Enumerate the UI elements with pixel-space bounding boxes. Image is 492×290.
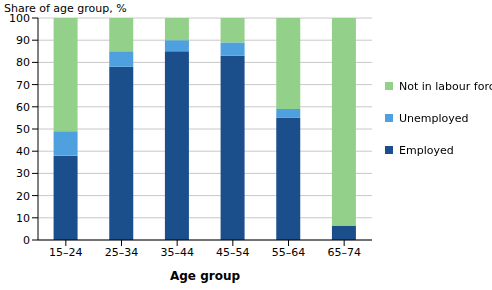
- svg-text:30: 30: [16, 167, 30, 180]
- svg-text:Age group: Age group: [170, 269, 240, 283]
- svg-text:55–64: 55–64: [272, 246, 306, 259]
- svg-text:20: 20: [16, 190, 30, 203]
- svg-text:100: 100: [9, 12, 30, 25]
- svg-text:0: 0: [23, 234, 30, 247]
- svg-text:50: 50: [16, 123, 30, 136]
- svg-text:25–34: 25–34: [105, 246, 139, 259]
- svg-text:35–44: 35–44: [160, 246, 194, 259]
- svg-text:70: 70: [16, 79, 30, 92]
- svg-text:80: 80: [16, 56, 30, 69]
- svg-text:10: 10: [16, 212, 30, 225]
- svg-text:90: 90: [16, 34, 30, 47]
- svg-text:45–54: 45–54: [216, 246, 250, 259]
- html-text:Share of age group, %: Share of age group, %: [4, 2, 127, 15]
- html-text:Employed: Employed: [399, 143, 454, 157]
- html-text:Unemployed: Unemployed: [399, 111, 469, 125]
- svg-text:15–24: 15–24: [49, 246, 83, 259]
- svg-text:60: 60: [16, 101, 30, 114]
- svg-text:40: 40: [16, 145, 30, 158]
- svg-text:65–74: 65–74: [327, 246, 361, 259]
